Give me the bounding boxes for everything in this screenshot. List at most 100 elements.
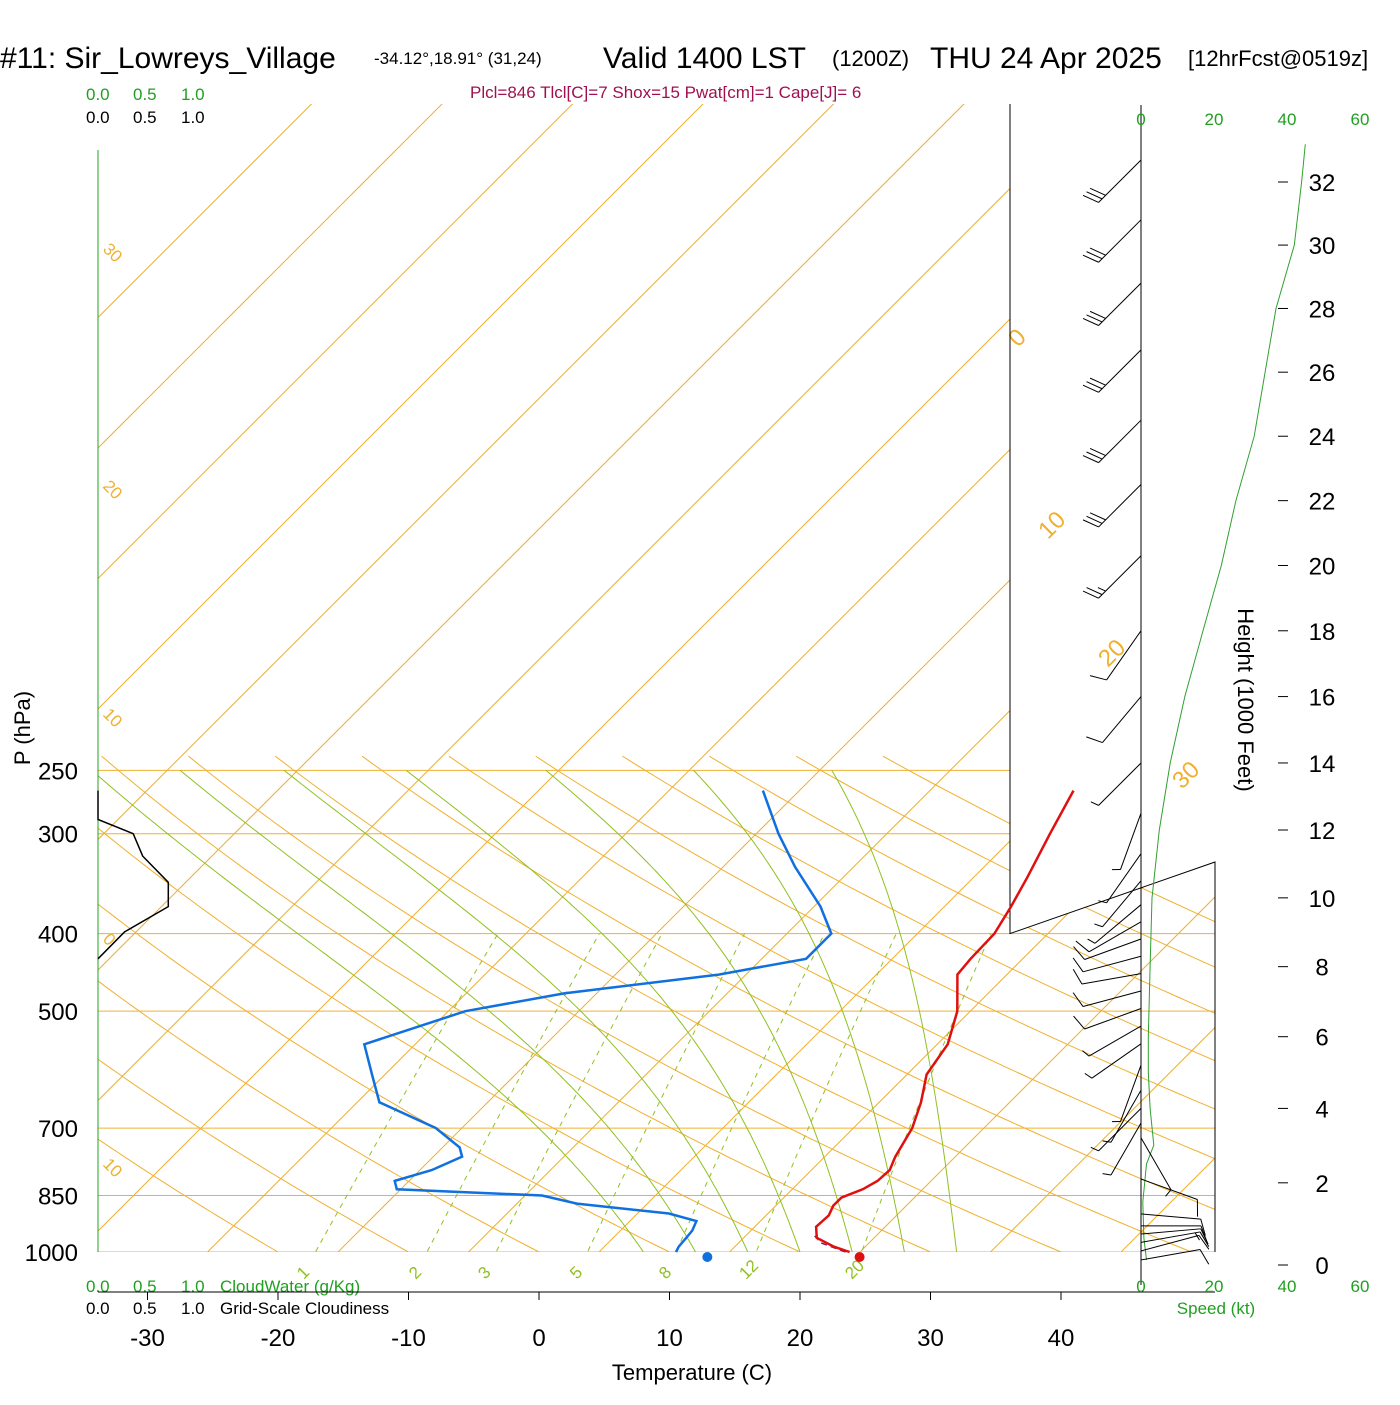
mixing-ratio-label: 2 bbox=[405, 1263, 425, 1283]
wind-barb-shaft bbox=[1099, 1108, 1141, 1150]
height-tick-label: 10 bbox=[1309, 886, 1336, 913]
isotherm-label: 30 bbox=[1167, 756, 1205, 794]
height-tick-label: 12 bbox=[1309, 818, 1336, 845]
pressure-tick-label: 700 bbox=[38, 1116, 78, 1143]
wind-barb-half bbox=[1091, 802, 1099, 806]
isotherm-line bbox=[1061, 60, 1400, 1312]
speed-top-tick: 60 bbox=[1351, 110, 1370, 129]
wind-barb-shaft bbox=[1099, 283, 1141, 325]
wind-barb-flag bbox=[1086, 737, 1102, 743]
dry-adiabat-line bbox=[709, 756, 1400, 1269]
cloudwater-bottom-tick: 0.0 bbox=[86, 1277, 110, 1296]
isotherm-label: 10 bbox=[99, 704, 126, 731]
wind-barb-shaft bbox=[1099, 350, 1141, 392]
wind-barb-shaft bbox=[1141, 1250, 1200, 1260]
mixing-ratio-label: 5 bbox=[566, 1263, 586, 1283]
wind-barb-half bbox=[1098, 588, 1106, 592]
wind-barb bbox=[1083, 220, 1141, 262]
wind-barb bbox=[1103, 1123, 1141, 1175]
cloudwater-bottom-scale: 0.0 0.5 1.0 CloudWater (g/Kg) bbox=[86, 1277, 360, 1296]
dry-adiabat-line bbox=[189, 756, 1102, 1269]
mixing-ratio-line bbox=[855, 934, 991, 1269]
speed-bottom-tick: 40 bbox=[1278, 1277, 1297, 1296]
height-tick-label: 4 bbox=[1315, 1096, 1328, 1123]
wind-barb-half bbox=[1094, 924, 1102, 927]
moist-adiabat-line bbox=[406, 770, 806, 1269]
pressure-tick-label: 400 bbox=[38, 922, 78, 949]
pressure-tick-label: 500 bbox=[38, 999, 78, 1026]
wind-barb-shaft bbox=[1120, 1065, 1141, 1121]
mixing-ratio-label: 12 bbox=[735, 1256, 762, 1283]
speed-label: Speed (kt) bbox=[1177, 1299, 1255, 1318]
temperature-tick-label: 30 bbox=[917, 1325, 944, 1352]
wind-barb-shaft bbox=[1099, 420, 1141, 462]
valid-time: Valid 1400 LST bbox=[603, 42, 806, 75]
isotherm-line bbox=[278, 60, 1400, 1312]
wind-barb-shaft bbox=[1099, 220, 1141, 262]
speed-bottom-tick: 60 bbox=[1351, 1277, 1370, 1296]
height-tick-label: 6 bbox=[1315, 1025, 1328, 1052]
dewpoint-line bbox=[364, 791, 831, 1252]
cloudwater-top-tick: 0.0 bbox=[86, 85, 110, 104]
cloudiness-bottom-tick: 1.0 bbox=[181, 1299, 205, 1318]
pressure-tick-label: 850 bbox=[38, 1184, 78, 1211]
mixing-ratio-line bbox=[306, 934, 498, 1269]
isotherm-line bbox=[0, 60, 617, 1312]
wind-barb-shaft bbox=[1099, 485, 1141, 527]
wind-barb bbox=[1074, 939, 1141, 960]
cloudiness-top-tick: 0.5 bbox=[133, 108, 157, 127]
wind-barb bbox=[1112, 813, 1141, 869]
wind-barb-flag bbox=[1073, 969, 1082, 984]
cloudiness-top-tick: 0.0 bbox=[86, 108, 110, 127]
station-title: #11: Sir_Lowreys_Village bbox=[0, 42, 336, 75]
dry-adiabat-line bbox=[623, 756, 1400, 1269]
wind-barb-shaft bbox=[1111, 1123, 1141, 1175]
temperature-line bbox=[816, 791, 1073, 1252]
speed-top-tick: 40 bbox=[1278, 110, 1297, 129]
height-tick-label: 32 bbox=[1309, 170, 1336, 197]
pressure-tick-label: 300 bbox=[38, 822, 78, 849]
isotherm-label: 10 bbox=[1033, 506, 1071, 544]
mixing-ratio-label: 8 bbox=[655, 1263, 675, 1283]
wind-barb bbox=[1141, 1226, 1207, 1242]
cloudiness-bottom-scale: 0.0 0.5 1.0 Grid-Scale Cloudiness bbox=[86, 1299, 389, 1318]
height-tick-label: 18 bbox=[1309, 619, 1336, 646]
dry-adiabat-line bbox=[0, 756, 704, 1269]
isotherm-label: 20 bbox=[99, 476, 126, 503]
temperature-tick-label: -30 bbox=[130, 1325, 165, 1352]
height-tick-label: 0 bbox=[1315, 1253, 1328, 1280]
cloudwater-label: CloudWater (g/Kg) bbox=[220, 1277, 360, 1296]
wind-barb-half bbox=[1088, 939, 1095, 943]
height-tick-label: 24 bbox=[1309, 424, 1336, 451]
temperature-tick-label: 0 bbox=[532, 1325, 545, 1352]
station-coords: -34.12°,18.91° (31,24) bbox=[374, 49, 542, 68]
cloudwater-top-scale: 0.0 0.5 1.0 bbox=[86, 85, 205, 104]
wind-barb bbox=[1083, 283, 1141, 325]
isotherm-line bbox=[17, 60, 1269, 1312]
wind-barb bbox=[1083, 350, 1141, 392]
wind-barb bbox=[1141, 1232, 1209, 1247]
wind-barb-flag bbox=[1090, 676, 1107, 680]
wind-speed-line bbox=[1143, 144, 1306, 1260]
cloudwater-top-tick: 1.0 bbox=[181, 85, 205, 104]
wind-barb-shaft bbox=[1083, 956, 1141, 972]
dry-adiabat-line bbox=[536, 756, 1400, 1269]
mixing-ratio-line bbox=[418, 934, 599, 1269]
cloudwater-top-tick: 0.5 bbox=[133, 85, 157, 104]
temperature-tick-label: 20 bbox=[787, 1325, 814, 1352]
isotherm-line bbox=[670, 60, 1400, 1312]
wind-barb-shaft bbox=[1099, 763, 1141, 805]
wind-barb-shaft bbox=[1102, 881, 1141, 927]
height-tick-label: 22 bbox=[1309, 489, 1336, 516]
pressure-tick-label: 1000 bbox=[25, 1240, 78, 1267]
mixing-ratio-label: 20 bbox=[841, 1256, 868, 1283]
dry-adiabat-line bbox=[275, 756, 1233, 1269]
isotherm-label: 10 bbox=[99, 1154, 126, 1181]
height-tick-label: 14 bbox=[1309, 751, 1336, 778]
wind-barb-shaft bbox=[1099, 556, 1141, 598]
wind-barb-shaft bbox=[1099, 160, 1141, 202]
speed-bottom-tick: 0 bbox=[1136, 1277, 1145, 1296]
speed-top-tick: 20 bbox=[1205, 110, 1224, 129]
